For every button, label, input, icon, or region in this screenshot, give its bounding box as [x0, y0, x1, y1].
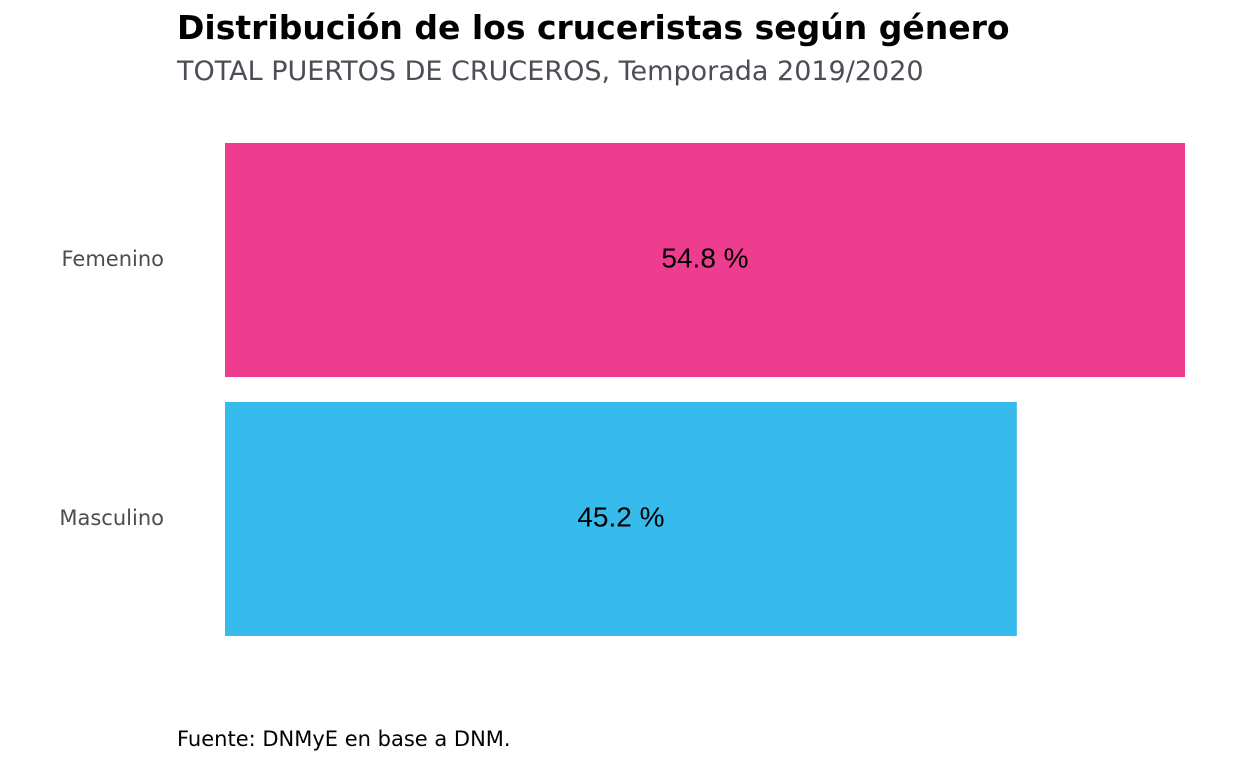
data-label-femenino: 54.8 %	[661, 242, 748, 273]
bar-femenino	[225, 143, 1185, 377]
category-label-femenino: Femenino	[61, 247, 164, 271]
bar-chart: Femenino 54.8 % Masculino 45.2 %	[59, 143, 1185, 636]
bars-layer: Femenino 54.8 % Masculino 45.2 %	[59, 143, 1185, 636]
chart-subtitle: TOTAL PUERTOS DE CRUCEROS, Temporada 201…	[177, 56, 924, 87]
category-label-masculino: Masculino	[59, 506, 164, 530]
data-label-masculino: 45.2 %	[577, 501, 664, 532]
bar-masculino	[225, 402, 1017, 636]
chart-title: Distribución de los cruceristas según gé…	[177, 8, 1010, 47]
source-caption: Fuente: DNMyE en base a DNM.	[177, 727, 511, 751]
